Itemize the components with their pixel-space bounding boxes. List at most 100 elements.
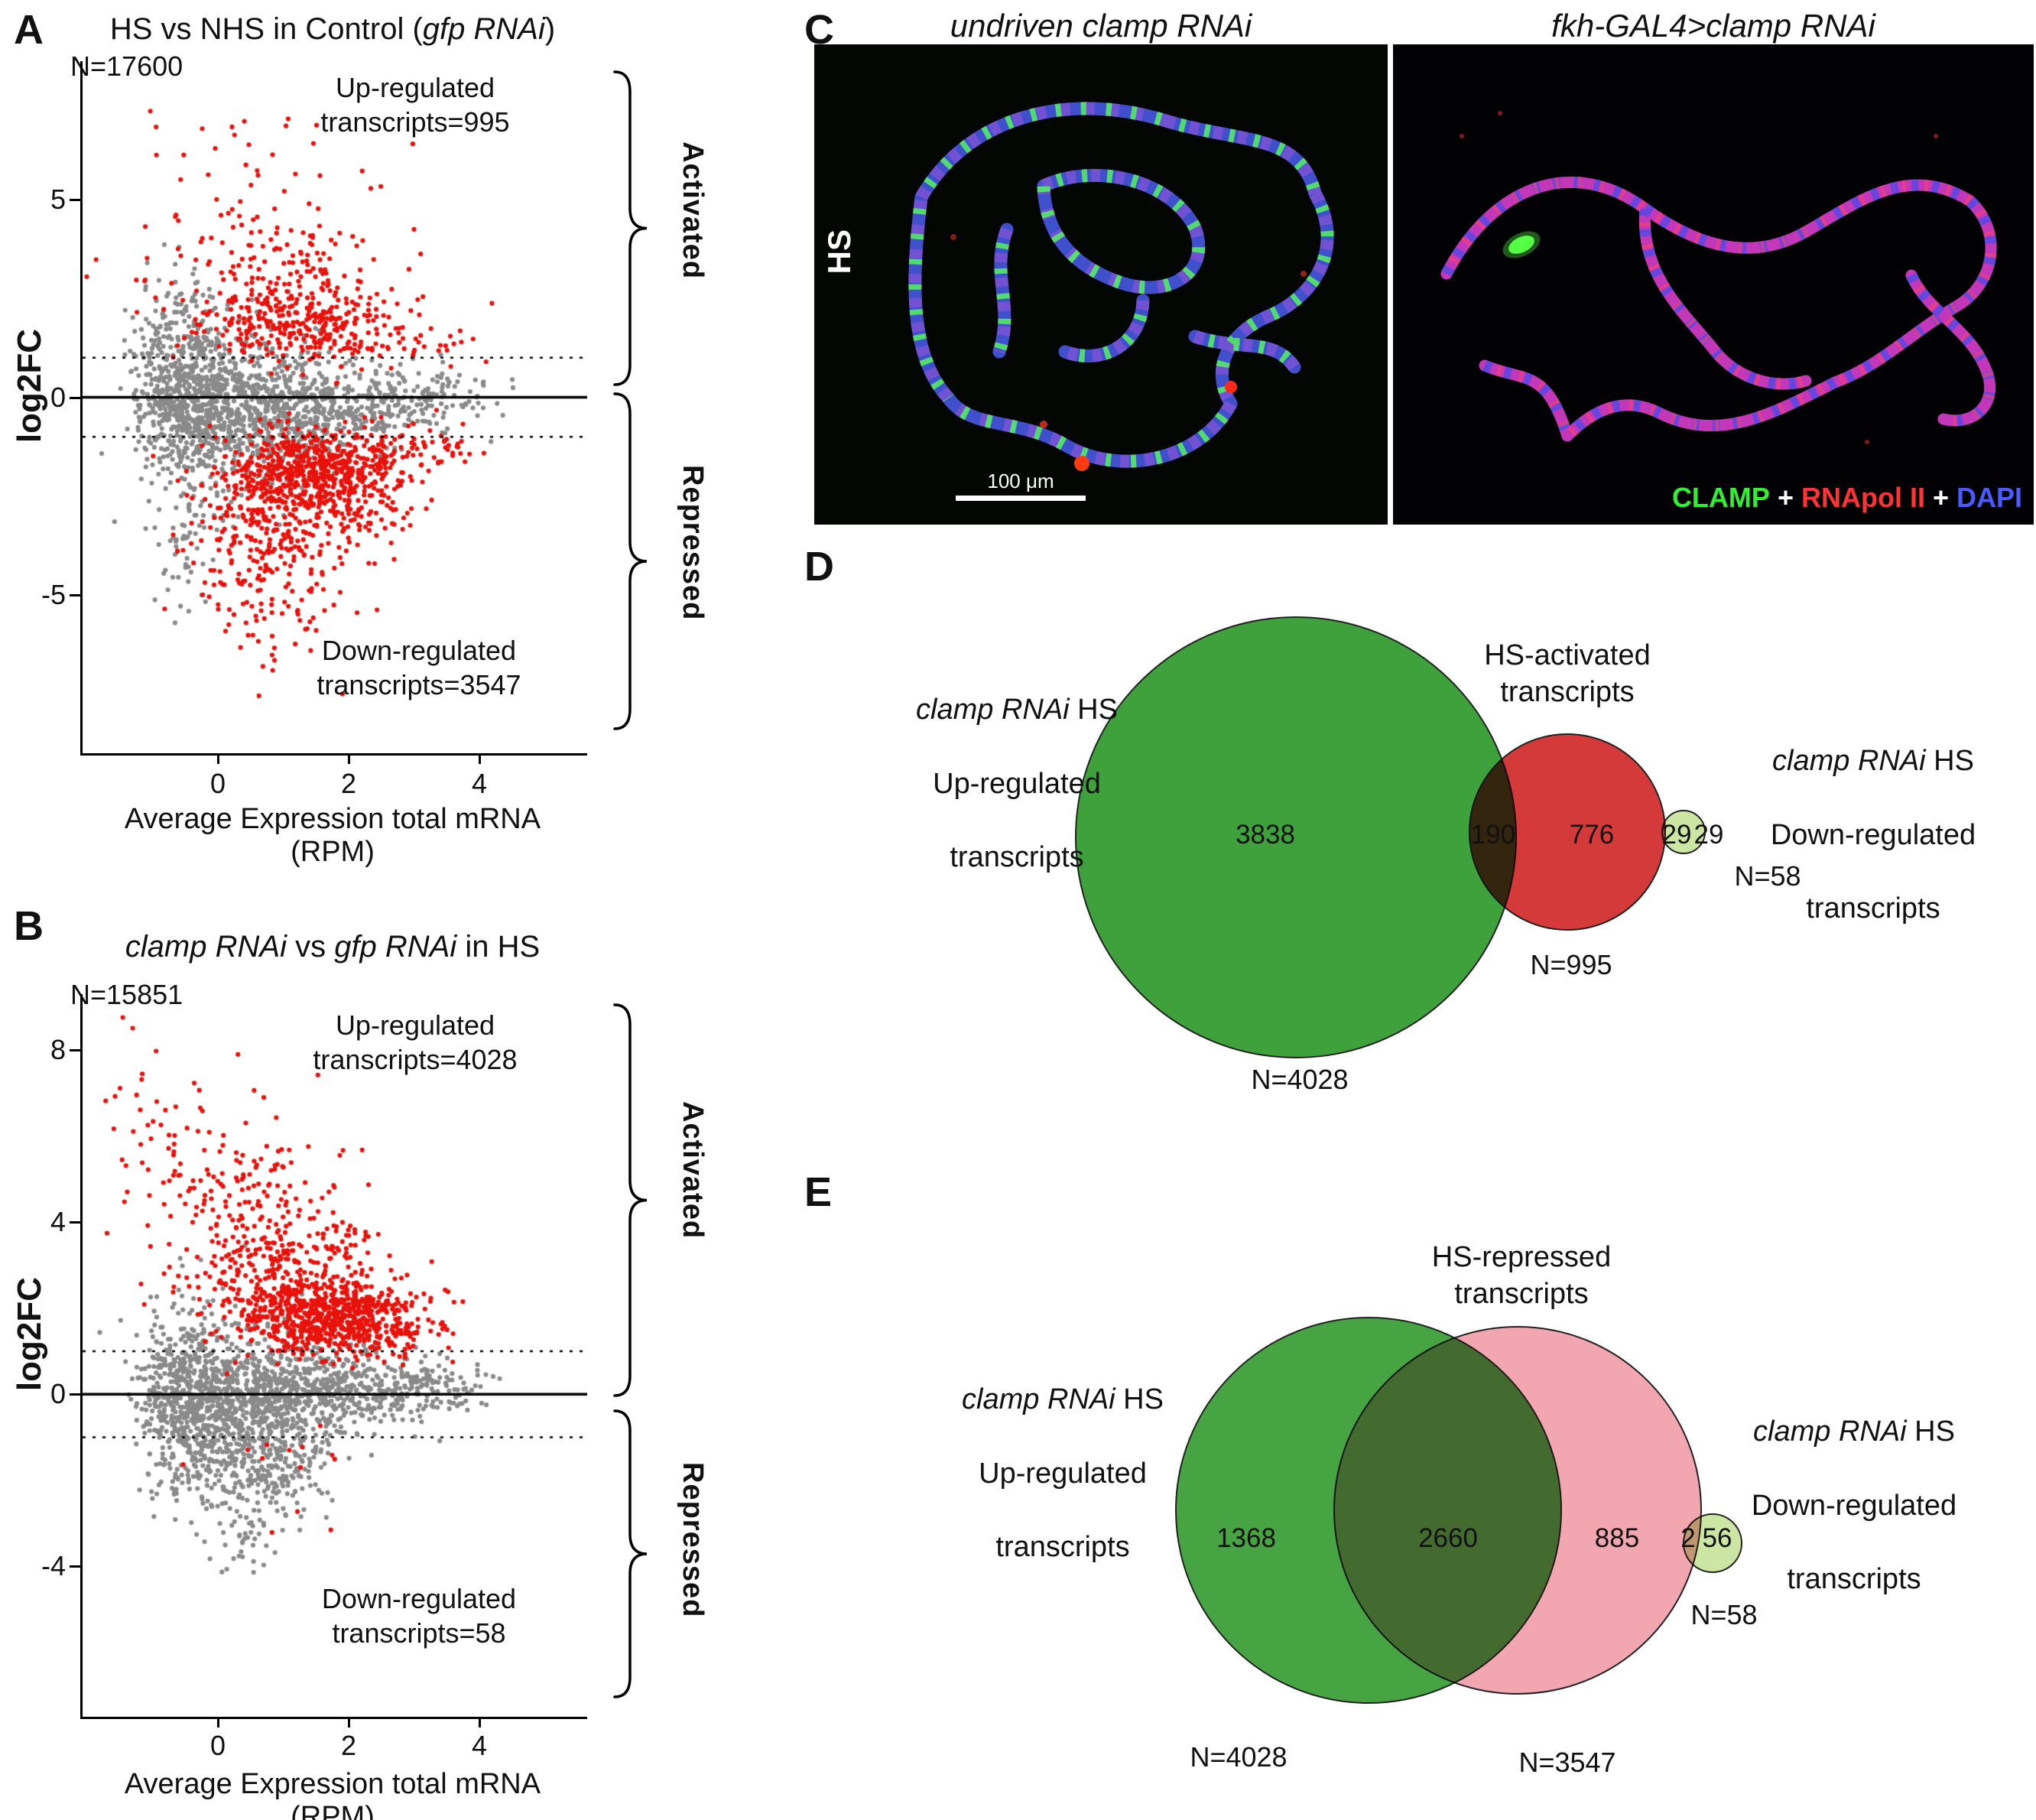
panel-a-activated-brace <box>613 70 648 386</box>
panel-a-ytick-0: 0 <box>50 382 66 413</box>
venn-d-down-only-count: 29 <box>1693 820 1724 850</box>
panel-e-letter: E <box>804 1169 833 1215</box>
ma-plot-a: Up-regulated transcripts=995 Down-regula… <box>80 61 587 756</box>
panel-b-down-annotation: Down-regulated transcripts=58 <box>321 1583 517 1649</box>
venn-e-down-circle <box>1683 1513 1742 1573</box>
panel-a-ytick-5: 5 <box>50 184 66 215</box>
channel-legend: CLAMP + RNApol II + DAPI <box>1518 482 2022 514</box>
panel-a-xtickmark <box>479 753 481 764</box>
panel-b-ytick-8: 8 <box>50 1034 66 1065</box>
red-signal-spot <box>1225 381 1237 393</box>
panel-b-title-mid: vs <box>286 930 335 964</box>
micrograph-fkh-gal4-clamp-rnai <box>1393 44 2034 525</box>
panel-b-repressed-label: Repressed <box>677 1462 709 1618</box>
chromosome-spread-left: 100 μm <box>814 44 1388 525</box>
panel-b-xtickmark <box>348 1717 350 1727</box>
panel-b-xtick-4: 4 <box>471 1730 488 1761</box>
panel-b-title-post: in HS <box>456 930 541 964</box>
ma-plot-b-canvas <box>83 994 587 1717</box>
clamp-green-signal <box>1508 236 1534 254</box>
panel-b-ytick-neg4: -4 <box>41 1550 66 1581</box>
venn-d-activated-down-overlap-count: 29 <box>1661 820 1692 850</box>
panel-b-title-italic1: clamp RNAi <box>125 930 287 964</box>
venn-e-down-set-label: clamp RNAi HS Down-regulated transcripts <box>1751 1415 1957 1596</box>
panel-a-xtick-2: 2 <box>340 768 357 799</box>
heat-shock-row-label: HS <box>821 229 857 275</box>
panel-a-repressed-label: Repressed <box>677 465 709 621</box>
venn-e-repressed-set-label: HS-repressed transcripts <box>1431 1241 1612 1311</box>
panel-a-title-italic: gfp RNAi <box>422 12 545 46</box>
panel-a-ytickmark <box>70 199 80 201</box>
panel-b-activated-brace <box>613 1003 648 1397</box>
venn-e-down-only-count: 56 <box>1702 1523 1732 1553</box>
legend-rnapol2: RNApol II <box>1801 482 1925 513</box>
panel-b-letter: B <box>14 903 44 949</box>
venn-diagram-e <box>1175 1317 1742 1704</box>
venn-e-up-repressed-overlap-count: 2660 <box>1418 1523 1478 1553</box>
panel-d-letter: D <box>804 544 834 590</box>
panel-a-repressed-brace <box>613 392 648 730</box>
panel-b-xtick-0: 0 <box>209 1730 226 1761</box>
panel-b-ytickmark <box>70 1049 80 1051</box>
panel-a-xtickmark <box>348 753 350 764</box>
panel-a-xtick-4: 4 <box>471 768 488 799</box>
venn-d-down-circle <box>1661 810 1706 854</box>
venn-d-activated-set-label: HS-activated transcripts <box>1484 639 1651 709</box>
panel-b-xtickmark <box>217 1717 219 1727</box>
venn-e-up-total: N=4028 <box>1190 1741 1288 1773</box>
panel-b-xtick-2: 2 <box>340 1730 357 1761</box>
panel-b-ytickmark <box>70 1565 80 1568</box>
venn-diagram-d <box>1075 616 1706 1058</box>
panel-b-ytickmark <box>70 1393 80 1396</box>
panel-a-letter: A <box>14 7 44 53</box>
panel-a-down-annotation: Down-regulated transcripts=3547 <box>317 635 521 700</box>
panel-b-ytick-4: 4 <box>50 1206 66 1237</box>
panel-b-x-axis-label: Average Expression total mRNA (RPM) <box>124 1768 541 1820</box>
legend-clamp: CLAMP <box>1671 482 1770 513</box>
venn-e-up-set-label: clamp RNAi HS Up-regulated transcripts <box>962 1383 1164 1564</box>
panel-c-right-title: fkh-GAL4>clamp RNAi <box>1551 8 1875 44</box>
panel-a-title-pre: HS vs NHS in Control ( <box>109 12 423 46</box>
scale-bar-label: 100 μm <box>987 470 1054 492</box>
panel-b-repressed-brace <box>613 1409 648 1698</box>
panel-b-xtickmark <box>479 1717 481 1727</box>
venn-d-down-total: N=58 <box>1734 860 1801 892</box>
panel-a-xtick-0: 0 <box>209 768 226 799</box>
panel-a-xtickmark <box>217 753 219 764</box>
panel-b-activated-label: Activated <box>677 1101 709 1240</box>
micrograph-undriven-clamp-rnai: 100 μm <box>814 44 1388 525</box>
venn-d-activated-only-count: 776 <box>1569 820 1615 850</box>
panel-a-ytick-neg5: -5 <box>41 579 66 610</box>
panel-a-ytickmark <box>70 594 80 596</box>
venn-d-up-only-count: 3838 <box>1236 820 1295 850</box>
venn-e-repressed-down-overlap-count: 2 <box>1680 1523 1696 1553</box>
legend-plus: + <box>1932 482 1949 513</box>
venn-e-repressed-circle <box>1333 1326 1702 1695</box>
venn-d-up-set-label: clamp RNAi HS Up-regulated transcripts <box>916 694 1118 874</box>
venn-d-up-total: N=4028 <box>1251 1064 1349 1095</box>
panel-b-ytickmark <box>70 1221 80 1224</box>
venn-d-down-set-label: clamp RNAi HS Down-regulated transcripts <box>1770 745 1976 925</box>
red-signal-spot <box>1074 456 1089 471</box>
venn-e-up-only-count: 1368 <box>1216 1523 1276 1553</box>
venn-d-up-activated-overlap-count: 190 <box>1470 820 1516 850</box>
scale-bar <box>956 496 1086 501</box>
panel-a-up-annotation: Up-regulated transcripts=995 <box>320 72 510 138</box>
venn-e-repressed-only-count: 885 <box>1594 1523 1640 1553</box>
legend-dapi: DAPI <box>1956 482 2022 513</box>
panel-b-y-axis-label: log2FC <box>11 1277 48 1392</box>
panel-a-ytickmark <box>70 397 80 399</box>
panel-b-up-annotation: Up-regulated transcripts=4028 <box>313 1009 518 1075</box>
panel-b-ytick-0: 0 <box>50 1378 66 1409</box>
panel-a-title-post: ) <box>544 12 556 46</box>
venn-d-activated-total: N=995 <box>1530 949 1612 980</box>
panel-a-activated-label: Activated <box>677 141 709 280</box>
ma-plot-b: Up-regulated transcripts=4028 Down-regul… <box>80 994 587 1719</box>
panel-b-title-italic2: gfp RNAi <box>334 930 457 964</box>
venn-e-down-total: N=58 <box>1690 1599 1758 1630</box>
panel-b-title: clamp RNAi vs gfp RNAi in HS <box>73 930 593 964</box>
panel-a-x-axis-label: Average Expression total mRNA (RPM) <box>124 803 541 868</box>
ma-plot-a-canvas <box>83 61 587 753</box>
legend-plus: + <box>1777 482 1794 513</box>
